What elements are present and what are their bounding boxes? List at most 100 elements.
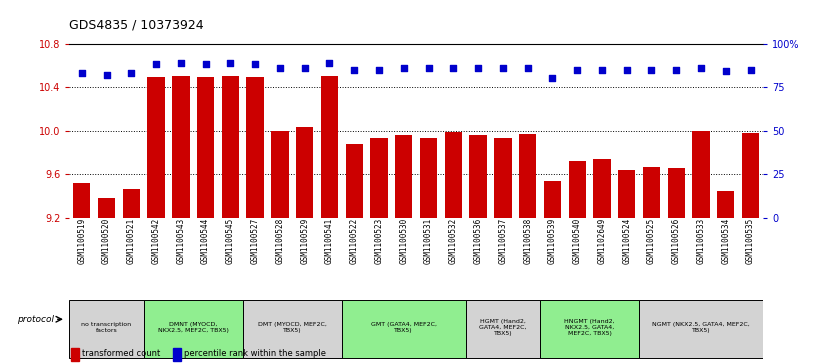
Bar — [122, 189, 140, 218]
Point — [298, 65, 311, 71]
Point — [323, 60, 336, 66]
Point — [348, 67, 361, 73]
Point — [570, 67, 583, 73]
Bar — [717, 191, 734, 218]
Bar — [271, 131, 289, 218]
Point — [224, 60, 237, 66]
Bar — [692, 131, 710, 218]
Point — [125, 70, 138, 76]
Bar — [593, 159, 610, 218]
Bar — [172, 76, 189, 218]
Bar — [345, 144, 363, 218]
FancyBboxPatch shape — [144, 299, 243, 358]
Text: GSM1100534: GSM1100534 — [721, 218, 730, 264]
Point — [75, 70, 88, 76]
Text: GSM1100539: GSM1100539 — [548, 218, 557, 264]
Point — [744, 67, 757, 73]
FancyBboxPatch shape — [639, 299, 763, 358]
Text: GSM1100532: GSM1100532 — [449, 218, 458, 264]
Point — [645, 67, 658, 73]
Text: HNGMT (Hand2,
NKX2.5, GATA4,
MEF2C, TBX5): HNGMT (Hand2, NKX2.5, GATA4, MEF2C, TBX5… — [564, 319, 615, 336]
Point — [249, 62, 262, 68]
Point — [372, 67, 385, 73]
Text: GSM1100542: GSM1100542 — [152, 218, 161, 264]
FancyBboxPatch shape — [243, 299, 342, 358]
FancyBboxPatch shape — [466, 299, 540, 358]
Text: GSM1100543: GSM1100543 — [176, 218, 185, 264]
Text: GMT (GATA4, MEF2C,
TBX5): GMT (GATA4, MEF2C, TBX5) — [370, 322, 437, 333]
Point — [175, 60, 188, 66]
Text: no transcription
factors: no transcription factors — [82, 322, 131, 333]
Text: HGMT (Hand2,
GATA4, MEF2C,
TBX5): HGMT (Hand2, GATA4, MEF2C, TBX5) — [479, 319, 526, 336]
Text: GSM1100529: GSM1100529 — [300, 218, 309, 264]
Point — [521, 65, 534, 71]
Text: GSM1100519: GSM1100519 — [78, 218, 86, 264]
Bar — [469, 135, 487, 218]
Point — [670, 67, 683, 73]
Bar — [370, 138, 388, 218]
Text: GSM1100524: GSM1100524 — [623, 218, 632, 264]
Text: percentile rank within the sample: percentile rank within the sample — [184, 350, 326, 358]
Point — [447, 65, 460, 71]
Text: GDS4835 / 10373924: GDS4835 / 10373924 — [69, 18, 204, 31]
Point — [273, 65, 286, 71]
Text: GSM1100521: GSM1100521 — [126, 218, 135, 264]
Bar — [543, 181, 561, 218]
Text: GSM1100541: GSM1100541 — [325, 218, 334, 264]
Bar — [296, 127, 313, 218]
Point — [546, 76, 559, 81]
Text: GSM1100536: GSM1100536 — [473, 218, 482, 264]
Text: GSM1100531: GSM1100531 — [424, 218, 433, 264]
Text: GSM1100527: GSM1100527 — [251, 218, 259, 264]
Text: GSM1100538: GSM1100538 — [523, 218, 532, 264]
Bar — [519, 134, 536, 218]
Point — [596, 67, 609, 73]
FancyBboxPatch shape — [342, 299, 466, 358]
Text: GSM1100540: GSM1100540 — [573, 218, 582, 264]
Text: GSM1100537: GSM1100537 — [499, 218, 508, 264]
Point — [496, 65, 509, 71]
Text: GSM1100522: GSM1100522 — [350, 218, 359, 264]
Text: GSM1100544: GSM1100544 — [201, 218, 210, 264]
Bar — [222, 76, 239, 218]
Bar — [667, 168, 685, 218]
Text: GSM1100533: GSM1100533 — [697, 218, 706, 264]
Point — [100, 72, 113, 78]
Bar — [494, 138, 512, 218]
Bar — [197, 77, 215, 218]
Point — [422, 65, 435, 71]
Text: transformed count: transformed count — [82, 350, 160, 358]
Bar — [742, 133, 759, 218]
Text: GSM1102649: GSM1102649 — [597, 218, 606, 264]
Point — [694, 65, 707, 71]
Bar — [618, 170, 636, 218]
Text: GSM1100528: GSM1100528 — [276, 218, 285, 264]
Bar — [395, 135, 412, 218]
Point — [397, 65, 410, 71]
Bar — [72, 348, 79, 361]
Text: GSM1100545: GSM1100545 — [226, 218, 235, 264]
Text: GSM1100530: GSM1100530 — [399, 218, 408, 264]
Bar — [321, 76, 338, 218]
Text: DMNT (MYOCD,
NKX2.5, MEF2C, TBX5): DMNT (MYOCD, NKX2.5, MEF2C, TBX5) — [157, 322, 228, 333]
Text: protocol: protocol — [17, 315, 54, 324]
Text: GSM1100523: GSM1100523 — [375, 218, 384, 264]
Text: GSM1100525: GSM1100525 — [647, 218, 656, 264]
Bar — [420, 138, 437, 218]
Bar — [98, 198, 115, 218]
Bar — [569, 161, 586, 218]
Point — [472, 65, 485, 71]
Point — [199, 62, 212, 68]
Point — [719, 69, 732, 74]
FancyBboxPatch shape — [540, 299, 639, 358]
Text: GSM1100535: GSM1100535 — [746, 218, 755, 264]
Text: DMT (MYOCD, MEF2C,
TBX5): DMT (MYOCD, MEF2C, TBX5) — [258, 322, 326, 333]
Bar — [445, 132, 462, 218]
FancyBboxPatch shape — [69, 299, 144, 358]
Bar — [643, 167, 660, 218]
Text: GSM1100526: GSM1100526 — [672, 218, 681, 264]
Bar — [73, 183, 91, 218]
Bar — [173, 348, 181, 361]
Bar — [148, 77, 165, 218]
Bar — [246, 77, 264, 218]
